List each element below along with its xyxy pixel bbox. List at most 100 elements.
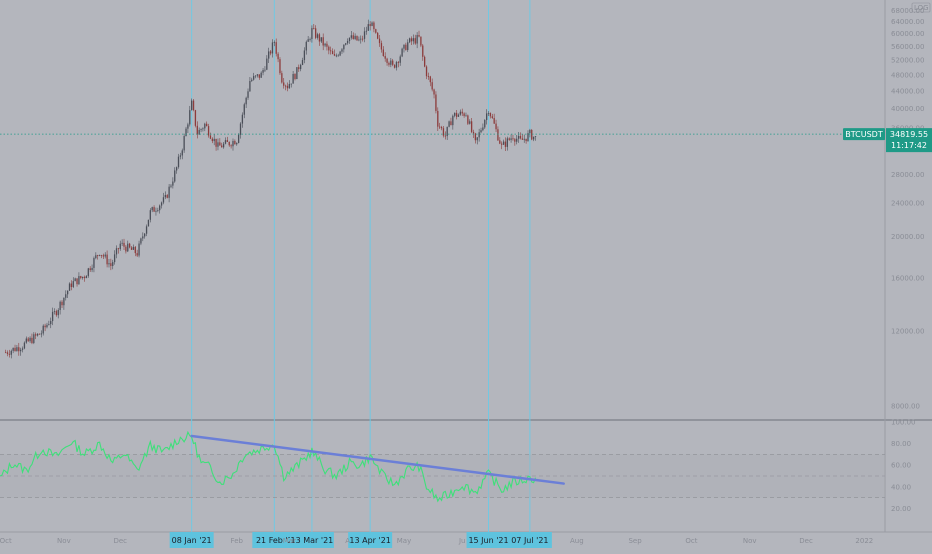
candle[interactable] bbox=[271, 39, 274, 58]
candle[interactable] bbox=[371, 21, 373, 27]
candle[interactable] bbox=[98, 254, 101, 257]
candle[interactable] bbox=[170, 183, 172, 189]
candle[interactable] bbox=[331, 48, 334, 55]
candle[interactable] bbox=[249, 77, 251, 92]
candle[interactable] bbox=[63, 297, 65, 310]
candle[interactable] bbox=[29, 336, 31, 343]
candle[interactable] bbox=[194, 109, 197, 128]
candle[interactable] bbox=[70, 280, 73, 291]
candle[interactable] bbox=[222, 141, 225, 149]
candle[interactable] bbox=[358, 36, 360, 42]
candle[interactable] bbox=[127, 240, 129, 253]
candle[interactable] bbox=[121, 239, 123, 247]
candle[interactable] bbox=[392, 58, 394, 67]
candle[interactable] bbox=[12, 347, 14, 354]
candle[interactable] bbox=[104, 252, 106, 259]
candle[interactable] bbox=[269, 50, 272, 56]
candle[interactable] bbox=[452, 114, 454, 130]
candle[interactable] bbox=[527, 130, 529, 142]
candle[interactable] bbox=[279, 57, 281, 75]
candle[interactable] bbox=[179, 152, 182, 160]
candle[interactable] bbox=[50, 317, 52, 329]
candle[interactable] bbox=[380, 40, 383, 53]
candle[interactable] bbox=[95, 252, 97, 260]
candle[interactable] bbox=[495, 119, 497, 133]
candle[interactable] bbox=[187, 122, 189, 133]
candle[interactable] bbox=[268, 47, 270, 63]
time-axis[interactable]: 08 Jan '21 21 Feb '213 Mar '21 13 Apr '21 1… bbox=[0, 532, 873, 548]
candle[interactable] bbox=[27, 336, 29, 342]
candle[interactable] bbox=[207, 123, 210, 138]
candle[interactable] bbox=[416, 32, 418, 49]
candle[interactable] bbox=[348, 37, 351, 44]
candle[interactable] bbox=[213, 134, 215, 146]
candle[interactable] bbox=[258, 74, 260, 80]
candle[interactable] bbox=[390, 58, 392, 68]
candle[interactable] bbox=[504, 137, 507, 151]
candle[interactable] bbox=[519, 132, 522, 140]
candle[interactable] bbox=[144, 232, 146, 239]
candle[interactable] bbox=[442, 125, 445, 138]
candle[interactable] bbox=[115, 245, 118, 259]
candle[interactable] bbox=[301, 57, 304, 66]
candle[interactable] bbox=[87, 267, 89, 278]
candle[interactable] bbox=[485, 109, 488, 125]
candle[interactable] bbox=[57, 308, 59, 319]
candle[interactable] bbox=[219, 138, 221, 146]
marker-date-badge[interactable] bbox=[289, 532, 334, 548]
candle[interactable] bbox=[108, 259, 110, 268]
candle[interactable] bbox=[232, 138, 234, 151]
candle[interactable] bbox=[132, 244, 135, 251]
candle[interactable] bbox=[523, 134, 525, 143]
candle[interactable] bbox=[236, 142, 238, 146]
candle[interactable] bbox=[333, 49, 336, 57]
candle[interactable] bbox=[183, 133, 185, 153]
candle[interactable] bbox=[375, 28, 377, 34]
price-axis[interactable]: 68000.00 64000.00 60000.00 56000.00 52000.00… bbox=[891, 2, 931, 513]
candle[interactable] bbox=[44, 323, 46, 332]
candle[interactable] bbox=[444, 131, 446, 140]
candle[interactable] bbox=[157, 207, 159, 213]
candle[interactable] bbox=[168, 183, 170, 203]
candle[interactable] bbox=[245, 96, 247, 108]
candle[interactable] bbox=[228, 141, 230, 147]
candle[interactable] bbox=[508, 137, 510, 141]
candle[interactable] bbox=[254, 75, 257, 79]
candle[interactable] bbox=[307, 36, 309, 42]
candle[interactable] bbox=[68, 282, 71, 291]
candle[interactable] bbox=[493, 113, 495, 125]
candle[interactable] bbox=[209, 132, 212, 140]
candle[interactable] bbox=[531, 128, 533, 141]
candle[interactable] bbox=[369, 21, 371, 31]
candle[interactable] bbox=[469, 119, 471, 125]
candle[interactable] bbox=[455, 110, 458, 120]
candle[interactable] bbox=[311, 25, 313, 43]
candle[interactable] bbox=[119, 240, 121, 251]
candle[interactable] bbox=[298, 64, 300, 72]
candle[interactable] bbox=[429, 75, 431, 87]
candle[interactable] bbox=[198, 127, 200, 135]
marker-date-badge[interactable] bbox=[169, 532, 214, 548]
candle[interactable] bbox=[40, 330, 42, 338]
candle[interactable] bbox=[206, 121, 208, 127]
candle[interactable] bbox=[292, 70, 294, 84]
candle[interactable] bbox=[46, 322, 48, 329]
candle[interactable] bbox=[320, 37, 322, 43]
candle[interactable] bbox=[318, 32, 321, 46]
candle[interactable] bbox=[66, 290, 69, 298]
candle[interactable] bbox=[454, 112, 456, 118]
candle[interactable] bbox=[403, 44, 405, 53]
candle[interactable] bbox=[367, 19, 369, 31]
candle[interactable] bbox=[532, 136, 535, 142]
candle[interactable] bbox=[382, 46, 384, 57]
candle[interactable] bbox=[405, 42, 407, 51]
candle[interactable] bbox=[465, 112, 467, 117]
candle[interactable] bbox=[335, 53, 337, 58]
candle[interactable] bbox=[470, 117, 473, 134]
candle[interactable] bbox=[36, 333, 39, 337]
candle[interactable] bbox=[175, 166, 178, 174]
candle[interactable] bbox=[262, 67, 264, 76]
candle[interactable] bbox=[510, 134, 512, 143]
candle[interactable] bbox=[410, 36, 413, 46]
candle[interactable] bbox=[200, 128, 202, 133]
